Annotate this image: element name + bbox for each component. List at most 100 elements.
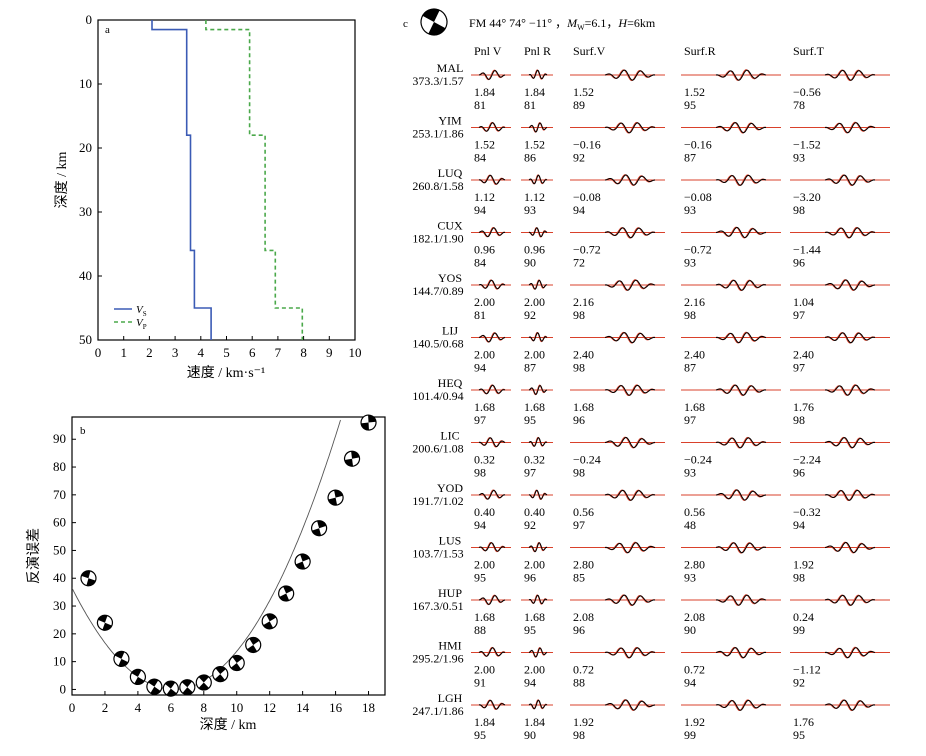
station-distance: 295.2/1.96 — [412, 652, 463, 666]
time-shift: 1.84 — [474, 85, 495, 99]
observed-trace — [824, 384, 876, 396]
panel-b-ytick-label: 0 — [60, 681, 67, 696]
station-row: MAL373.3/1.571.84811.84811.52891.5295−0.… — [412, 61, 890, 112]
time-shift: 1.68 — [474, 610, 495, 624]
panel-a-xtick-label: 6 — [249, 345, 256, 360]
panel-a-series-s — [151, 20, 212, 340]
observed-trace — [824, 699, 876, 711]
synthetic-trace — [715, 384, 767, 397]
correlation: 92 — [573, 151, 585, 165]
panel-b-beachball-point — [294, 553, 311, 570]
panel-b-xtick-label: 2 — [102, 700, 109, 715]
synthetic-trace — [824, 699, 876, 712]
correlation: 72 — [573, 256, 585, 270]
station-name: YOS — [438, 271, 462, 285]
correlation: 81 — [524, 98, 536, 112]
panel-b-beachball-point — [179, 679, 196, 696]
time-shift: 1.84 — [524, 715, 545, 729]
observed-trace — [478, 647, 506, 657]
panel-b-beachball-point — [278, 585, 295, 602]
panel-b-beachball-point — [195, 674, 212, 691]
correlation: 96 — [524, 571, 536, 585]
panel-a-xtick-label: 8 — [300, 345, 307, 360]
panel-b-beachball-point — [113, 650, 130, 667]
time-shift: −0.24 — [684, 453, 712, 467]
observed-trace — [715, 332, 767, 344]
panel-b-xtick-label: 4 — [135, 700, 142, 715]
observed-trace — [604, 227, 656, 239]
solution-depth-value: =6km — [627, 16, 656, 30]
panel-a-xtick-label: 4 — [198, 345, 205, 360]
panel-b-xtick-label: 14 — [296, 700, 310, 715]
time-shift: −0.72 — [684, 243, 712, 257]
synthetic-trace — [604, 174, 655, 187]
correlation: 94 — [474, 203, 486, 217]
observed-trace — [715, 279, 767, 291]
observed-trace — [824, 332, 876, 344]
observed-trace — [604, 489, 656, 501]
correlation: 78 — [793, 98, 805, 112]
correlation: 87 — [684, 151, 696, 165]
correlation: 95 — [684, 98, 696, 112]
time-shift: 1.52 — [474, 138, 495, 152]
observed-trace — [824, 279, 876, 291]
time-shift: 2.00 — [524, 558, 545, 572]
time-shift: −0.24 — [573, 453, 601, 467]
correlation: 94 — [474, 518, 486, 532]
time-shift: 1.52 — [524, 138, 545, 152]
station-name: HMI — [438, 639, 461, 653]
panel-b-xtick-label: 8 — [201, 700, 208, 715]
synthetic-trace — [715, 646, 767, 659]
time-shift: 2.08 — [684, 610, 705, 624]
station-name: YOD — [437, 481, 463, 495]
station-distance: 191.7/1.02 — [412, 494, 463, 508]
correlation: 97 — [524, 466, 536, 480]
time-shift: 2.16 — [684, 295, 705, 309]
panel-a-xtick-label: 1 — [120, 345, 127, 360]
observed-trace — [824, 541, 876, 554]
station-row: CUX182.1/1.900.96840.9690−0.7272−0.7293−… — [412, 219, 890, 270]
solution-beachball — [420, 8, 448, 36]
station-distance: 182.1/1.90 — [412, 232, 463, 246]
panel-b-xlabel: 深度 / km — [200, 717, 257, 733]
panel-b-inversion-error: b 0 2 4 6 8 10 12 14 16 18 0 10 20 30 40 50 60 70 80 90 深度 … — [26, 414, 386, 733]
time-shift: 1.04 — [793, 295, 814, 309]
time-shift: 0.24 — [793, 610, 814, 624]
time-shift: 1.76 — [793, 400, 814, 414]
observed-trace — [604, 122, 656, 134]
panel-b-xtick-label: 18 — [362, 700, 375, 715]
correlation: 98 — [793, 413, 805, 427]
solution-prefix: FM 44° 74° −11° ， — [469, 16, 567, 30]
correlation: 87 — [684, 361, 696, 375]
time-shift: 1.92 — [684, 715, 705, 729]
panel-b-xtick-label: 12 — [263, 700, 276, 715]
panel-b-ytick-label: 20 — [53, 626, 66, 641]
column-header: Pnl V — [474, 44, 502, 58]
correlation: 93 — [684, 571, 696, 585]
correlation: 98 — [573, 466, 585, 480]
synthetic-trace — [824, 174, 876, 187]
synthetic-trace — [824, 541, 875, 554]
panel-a-frame — [97, 19, 356, 341]
observed-trace — [528, 647, 548, 658]
correlation: 93 — [684, 256, 696, 270]
station-name: MAL — [437, 61, 464, 75]
observed-trace — [478, 332, 506, 343]
panel-a-xtick-label: 10 — [349, 345, 362, 360]
observed-trace — [478, 489, 506, 500]
time-shift: 0.32 — [524, 453, 545, 467]
observed-trace — [528, 594, 548, 605]
time-shift: 1.92 — [573, 715, 594, 729]
observed-trace — [824, 647, 876, 659]
synthetic-trace — [604, 331, 656, 344]
time-shift: 1.68 — [524, 610, 545, 624]
correlation: 94 — [684, 676, 696, 690]
observed-trace — [604, 69, 656, 81]
correlation: 96 — [573, 623, 585, 637]
observed-trace — [604, 647, 656, 659]
panel-b-ytick-label: 10 — [53, 654, 66, 669]
correlation: 88 — [474, 623, 486, 637]
observed-trace — [824, 594, 876, 606]
